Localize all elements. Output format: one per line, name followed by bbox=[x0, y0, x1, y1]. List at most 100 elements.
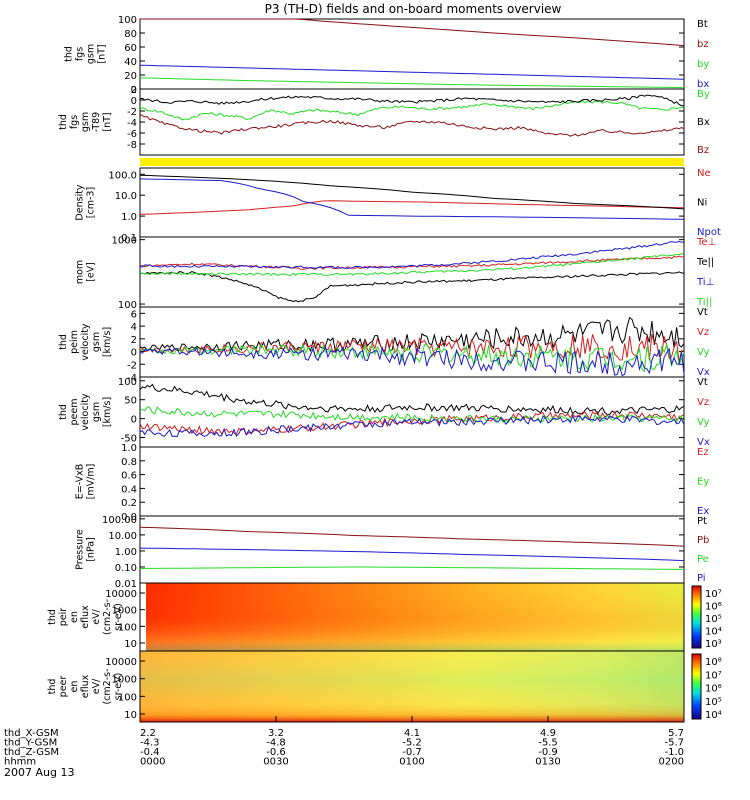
time-tick-y: -5.7 bbox=[664, 738, 684, 749]
time-tick-y: -5.5 bbox=[538, 738, 558, 749]
ylabel-line: peim bbox=[69, 330, 80, 354]
ytick-label: 0.2 bbox=[121, 498, 137, 509]
ylabel-line: E=-VxB bbox=[75, 464, 86, 499]
ytick-label: 100 bbox=[118, 692, 137, 703]
colorbar-tick-label: 10⁵ bbox=[705, 614, 722, 625]
series-bz bbox=[140, 18, 685, 47]
ylabel-line: thd bbox=[58, 334, 69, 350]
series-Pb bbox=[139, 526, 685, 547]
legend-Vz: Vz bbox=[697, 397, 709, 408]
series-Ti|| bbox=[139, 252, 685, 277]
ylabel-line: peir bbox=[58, 608, 69, 627]
series-Vt bbox=[139, 316, 685, 353]
ytick-label: -4 bbox=[127, 118, 137, 129]
panel-6-ylabel: thdpeemvelocitygsm[km/s] bbox=[58, 393, 113, 431]
colorbar bbox=[691, 653, 702, 720]
legend-By: By bbox=[697, 89, 710, 100]
ylabel-line: en bbox=[69, 681, 80, 693]
ytick-label: 10 bbox=[124, 710, 137, 721]
ylabel-line: [eV] bbox=[86, 262, 97, 282]
time-tick-t: 0000 bbox=[140, 757, 165, 768]
series-Npot bbox=[139, 178, 685, 220]
legend-Ne: Ne bbox=[697, 168, 711, 179]
series-Te⊥ bbox=[139, 255, 685, 270]
ylabel-line: [mV/m] bbox=[86, 464, 97, 500]
ylabel-line: thd bbox=[47, 609, 58, 625]
ylabel-line: mom bbox=[75, 260, 86, 284]
ytick-label: 10.00 bbox=[108, 531, 137, 542]
series-by bbox=[139, 77, 685, 89]
ylabel-line: (cm2-s- bbox=[102, 599, 113, 635]
colorbar-tick-label: 10⁷ bbox=[705, 589, 722, 600]
ytick-label: 0 bbox=[131, 415, 137, 426]
ytick-label: 1000 bbox=[112, 236, 137, 247]
time-tick-t: 0130 bbox=[535, 757, 560, 768]
ylabel-line: thd bbox=[64, 46, 75, 62]
time-tick-y: -4.3 bbox=[140, 738, 160, 749]
ytick-label: -8 bbox=[127, 140, 137, 151]
legend-Te||: Te|| bbox=[696, 257, 714, 268]
date-label: 2007 Aug 13 bbox=[4, 766, 74, 779]
ytick-label: 100 bbox=[118, 300, 137, 311]
panel-4: mom[eV] 100 1000 Te⊥ Te|| Ti⊥ Ti|| bbox=[75, 236, 717, 311]
series-Vt bbox=[139, 383, 685, 416]
ytick-label: 6 bbox=[131, 309, 137, 320]
colorbar-tick-label: 10⁶ bbox=[705, 602, 722, 613]
legend-Pb: Pb bbox=[697, 535, 709, 546]
ytick-label: 0 bbox=[131, 96, 137, 107]
time-tick-x: 4.1 bbox=[404, 728, 420, 739]
ytick-label: 40 bbox=[124, 57, 137, 68]
ylabel-line: Density bbox=[75, 184, 86, 220]
panel-frame bbox=[139, 88, 685, 156]
legend-Ez: Ez bbox=[697, 447, 709, 458]
ytick-label: 1000 bbox=[112, 675, 137, 686]
ytick-label: 80 bbox=[124, 29, 137, 40]
ylabel-line: eflux bbox=[80, 605, 91, 629]
colorbar-tick-label: 10⁴ bbox=[705, 627, 722, 638]
panel-5: thdpeimvelocitygsm[km/s] -4 -20 2 4 6 Vt Vz Vy Vx bbox=[58, 306, 710, 384]
colorbar-tick-label: 10⁵ bbox=[705, 697, 722, 708]
time-tick-x: 2.2 bbox=[140, 728, 156, 739]
panel-1: thdfgsgsm[nT] 0 20 40 60 80 100 Bt bz by bx bbox=[64, 15, 710, 96]
series-Pe bbox=[139, 566, 684, 570]
series-Vz bbox=[139, 410, 685, 436]
panel-7-ylabel: E=-VxB[mV/m] bbox=[75, 464, 97, 500]
heatmap-shade bbox=[140, 651, 684, 722]
ytick-label: 10 bbox=[124, 639, 137, 650]
legend-Bx: Bx bbox=[697, 117, 710, 128]
ytick-label: 1.0 bbox=[121, 443, 137, 454]
ylabel-line: [cm-3] bbox=[86, 187, 97, 218]
series-Te|| bbox=[139, 270, 685, 303]
ylabel-line: thd bbox=[58, 404, 69, 420]
legend-Npot: Npot bbox=[697, 227, 721, 238]
series-Vy bbox=[139, 406, 685, 424]
ytick-label: -4 bbox=[127, 373, 137, 384]
ytick-label: 10000 bbox=[105, 589, 137, 600]
ytick-label: 4 bbox=[131, 322, 137, 333]
series-Ne bbox=[139, 200, 685, 215]
legend-Vt: Vt bbox=[697, 307, 708, 318]
panel-frame bbox=[139, 446, 685, 517]
ylabel-line: thd bbox=[58, 114, 69, 130]
ytick-label: -2 bbox=[127, 360, 137, 371]
time-tick-y: -5.2 bbox=[402, 738, 422, 749]
time-tick-z: -1.0 bbox=[664, 747, 684, 758]
ylabel-line: peer bbox=[58, 676, 69, 698]
figure-title: P3 (TH-D) fields and on-board moments ov… bbox=[265, 2, 562, 16]
time-tick-x: 4.9 bbox=[540, 728, 556, 739]
ytick-label: -2 bbox=[127, 107, 137, 118]
legend-Vt: Vt bbox=[697, 377, 708, 388]
legend-Te⊥: Te⊥ bbox=[696, 237, 716, 248]
ytick-label: 0.8 bbox=[121, 457, 137, 468]
series-bx bbox=[139, 64, 685, 80]
ylabel-line: en bbox=[69, 611, 80, 623]
panel-10-ylabel: thdpeerenefluxeV/(cm2-s-sr-eV) bbox=[47, 668, 124, 704]
ylabel-line: [km/s] bbox=[102, 397, 113, 427]
legend-bz: bz bbox=[697, 39, 709, 50]
ytick-label: 10000 bbox=[105, 657, 137, 668]
colorbar-tick-label: 10⁷ bbox=[705, 670, 722, 681]
time-axis-row-label: thd_X-GSM bbox=[4, 728, 59, 739]
series-By bbox=[139, 100, 685, 121]
